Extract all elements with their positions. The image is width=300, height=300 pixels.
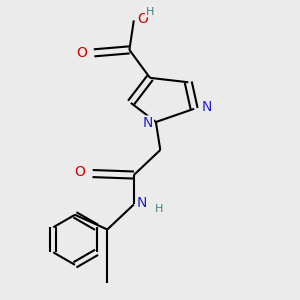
Text: N: N bbox=[142, 116, 153, 130]
Text: H: H bbox=[146, 7, 154, 16]
Text: N: N bbox=[137, 196, 147, 210]
Text: O: O bbox=[74, 165, 85, 179]
Text: O: O bbox=[76, 46, 87, 60]
Text: N: N bbox=[202, 100, 212, 114]
Text: O: O bbox=[137, 12, 148, 26]
Text: H: H bbox=[154, 204, 163, 214]
